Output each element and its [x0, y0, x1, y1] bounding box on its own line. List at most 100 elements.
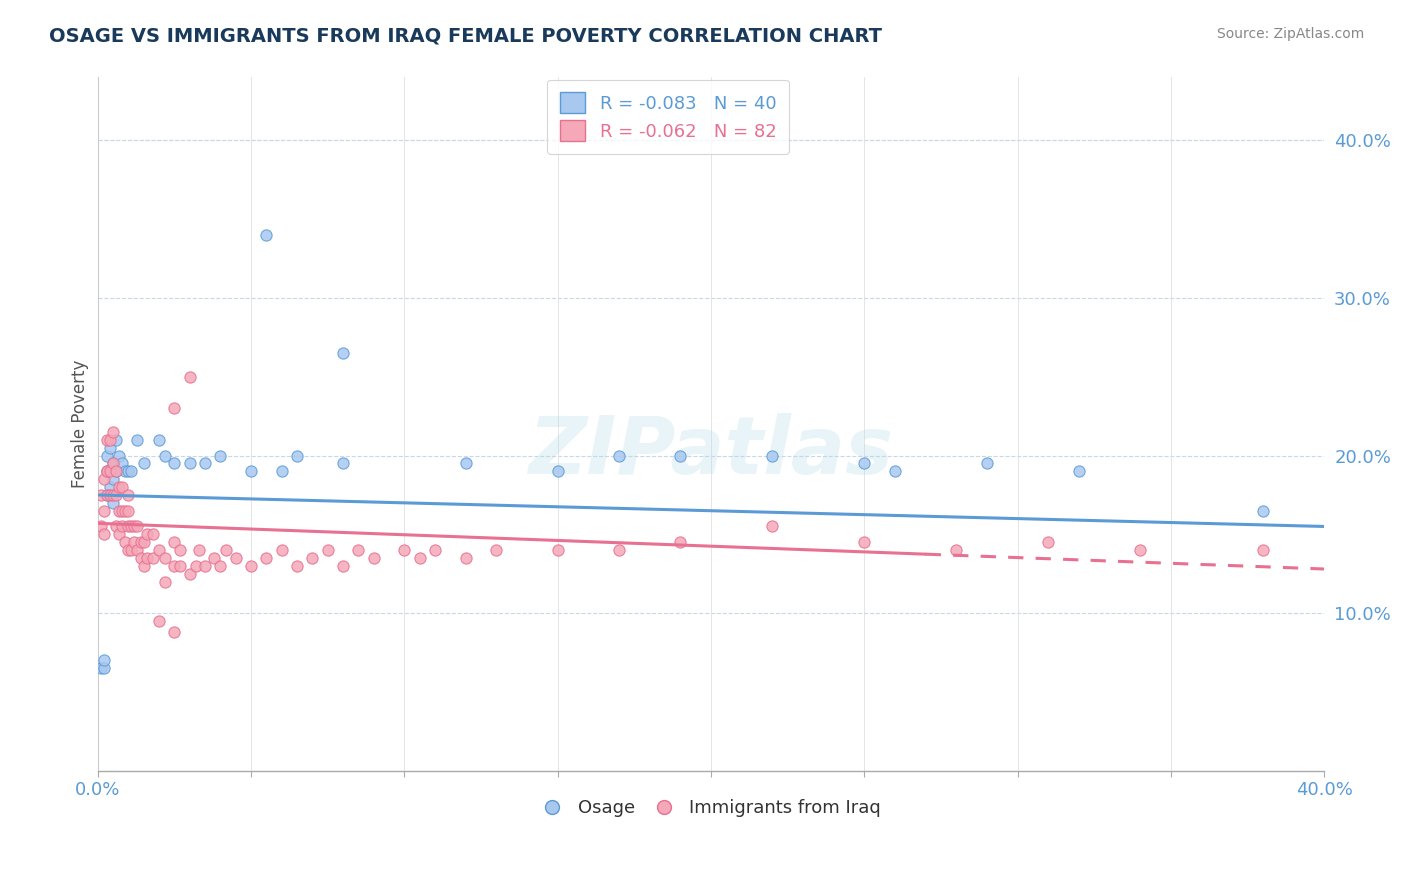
Point [184, 558, 207, 573]
Point [225, 551, 247, 566]
Point [98, 441, 121, 455]
Point [127, 543, 149, 558]
Point [104, 519, 127, 533]
Point [332, 346, 354, 360]
Point [117, 504, 139, 518]
Point [108, 527, 131, 541]
Point [485, 543, 508, 558]
Point [117, 519, 139, 533]
Point [101, 457, 124, 471]
Point [104, 488, 127, 502]
Point [142, 527, 165, 541]
Point [90, 519, 112, 533]
Point [129, 535, 152, 549]
Point [607, 449, 630, 463]
Point [316, 543, 339, 558]
Point [120, 464, 142, 478]
Point [163, 535, 186, 549]
Point [285, 558, 308, 573]
Point [153, 551, 176, 566]
Point [127, 433, 149, 447]
Point [93, 527, 115, 541]
Point [90, 488, 112, 502]
Point [101, 425, 124, 439]
Point [129, 551, 152, 566]
Point [93, 504, 115, 518]
Point [96, 464, 118, 478]
Point [169, 543, 191, 558]
Point [209, 449, 232, 463]
Point [761, 449, 783, 463]
Point [108, 480, 131, 494]
Point [239, 558, 262, 573]
Point [163, 625, 186, 640]
Point [96, 464, 118, 478]
Text: OSAGE VS IMMIGRANTS FROM IRAQ FEMALE POVERTY CORRELATION CHART: OSAGE VS IMMIGRANTS FROM IRAQ FEMALE POV… [49, 27, 882, 45]
Point [454, 551, 477, 566]
Point [104, 464, 127, 478]
Point [1038, 535, 1060, 549]
Point [163, 558, 186, 573]
Point [124, 535, 146, 549]
Point [111, 519, 134, 533]
Point [96, 488, 118, 502]
Point [408, 551, 430, 566]
Legend: Osage, Immigrants from Iraq: Osage, Immigrants from Iraq [534, 791, 887, 824]
Point [547, 543, 569, 558]
Point [332, 558, 354, 573]
Point [108, 449, 131, 463]
Point [254, 227, 277, 242]
Point [202, 551, 225, 566]
Point [669, 535, 692, 549]
Point [215, 543, 238, 558]
Point [884, 464, 907, 478]
Point [101, 457, 124, 471]
Point [132, 558, 155, 573]
Point [209, 558, 232, 573]
Point [135, 551, 157, 566]
Point [111, 504, 134, 518]
Point [104, 464, 127, 478]
Point [1129, 543, 1152, 558]
Point [301, 551, 323, 566]
Point [163, 457, 186, 471]
Point [148, 543, 170, 558]
Point [423, 543, 446, 558]
Point [96, 488, 118, 502]
Point [101, 496, 124, 510]
Point [127, 519, 149, 533]
Point [101, 472, 124, 486]
Point [111, 457, 134, 471]
Point [163, 401, 186, 416]
Point [332, 457, 354, 471]
Point [394, 543, 416, 558]
Point [98, 464, 121, 478]
Point [93, 661, 115, 675]
Point [120, 543, 142, 558]
Point [124, 519, 146, 533]
Point [114, 464, 136, 478]
Point [179, 566, 201, 581]
Point [169, 558, 191, 573]
Point [179, 369, 201, 384]
Point [285, 449, 308, 463]
Point [117, 543, 139, 558]
Point [148, 614, 170, 628]
Text: Source: ZipAtlas.com: Source: ZipAtlas.com [1216, 27, 1364, 41]
Point [1067, 464, 1090, 478]
Point [142, 551, 165, 566]
Point [96, 464, 118, 478]
Point [363, 551, 385, 566]
Point [347, 543, 370, 558]
Y-axis label: Female Poverty: Female Poverty [72, 359, 89, 488]
Point [114, 504, 136, 518]
Point [976, 457, 998, 471]
Point [761, 519, 783, 533]
Point [120, 519, 142, 533]
Point [93, 653, 115, 667]
Point [853, 535, 876, 549]
Point [104, 433, 127, 447]
Point [114, 535, 136, 549]
Point [117, 464, 139, 478]
Text: ZIPatlas: ZIPatlas [529, 413, 893, 491]
